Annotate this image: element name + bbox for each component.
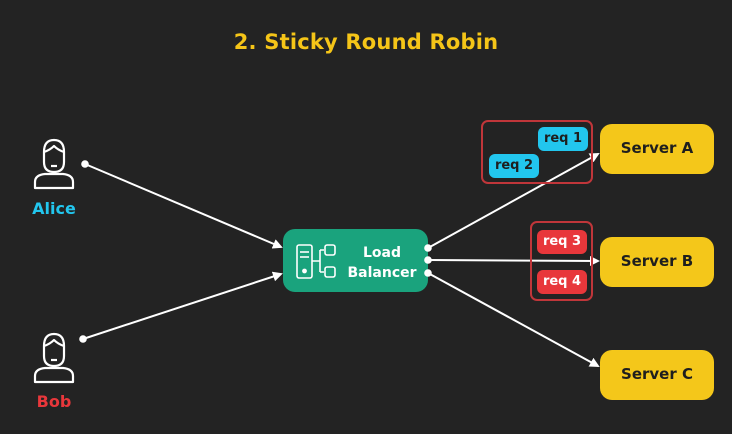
user-arrows (79, 160, 283, 343)
req-3-label: req 3 (542, 234, 582, 249)
server-b-label: Server B (620, 252, 694, 270)
load-balancer-label: Load Balancer (342, 243, 422, 283)
alice-person-icon (33, 138, 75, 190)
req-4-badge (537, 270, 587, 294)
request-group-a (481, 120, 593, 184)
server-b-box (600, 237, 714, 287)
req-3-badge (537, 230, 587, 254)
diagram-title: 2. Sticky Round Robin (233, 30, 499, 54)
req-1-label: req 1 (543, 131, 583, 146)
bob-person-icon (33, 332, 75, 384)
load-balancer-label-line1: Load (362, 245, 401, 261)
load-balancer-box (283, 229, 428, 292)
load-balancer-label-line2: Balancer (347, 265, 417, 281)
server-rack-icon (296, 244, 336, 279)
server-c-box (600, 350, 714, 400)
req-2-badge (489, 154, 539, 178)
server-arrows (424, 153, 600, 367)
bob-label: Bob (36, 392, 72, 411)
req-2-label: req 2 (494, 158, 534, 173)
server-a-label: Server A (620, 139, 694, 157)
alice-label: Alice (32, 199, 76, 218)
server-a-box (600, 124, 714, 174)
request-group-b (530, 221, 593, 301)
server-c-label: Server C (621, 365, 693, 383)
req-1-badge (538, 127, 588, 151)
req-4-label: req 4 (542, 274, 582, 289)
